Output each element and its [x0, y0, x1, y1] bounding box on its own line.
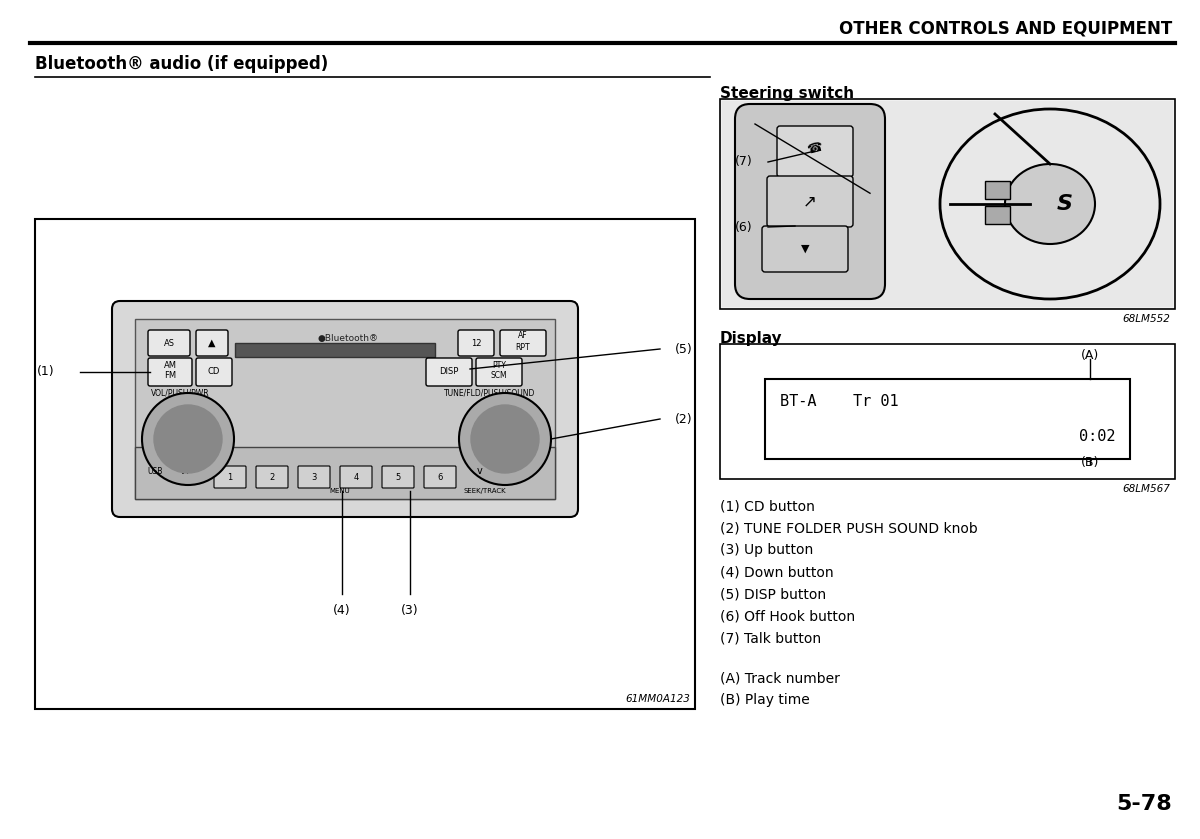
- Text: 4: 4: [353, 472, 359, 482]
- Text: Bluetooth® audio (if equipped): Bluetooth® audio (if equipped): [35, 55, 329, 73]
- Bar: [35, 219, 695, 709]
- FancyBboxPatch shape: [476, 358, 522, 386]
- FancyBboxPatch shape: [196, 358, 232, 386]
- Text: ▲: ▲: [209, 338, 216, 348]
- FancyBboxPatch shape: [426, 358, 472, 386]
- Text: AF: AF: [518, 331, 528, 341]
- FancyBboxPatch shape: [340, 466, 372, 488]
- Bar: [985, 181, 1010, 199]
- Bar: [985, 206, 1010, 224]
- Text: DISP: DISP: [439, 367, 458, 377]
- Text: 68LM552: 68LM552: [1122, 314, 1170, 324]
- Text: PTY: PTY: [492, 362, 506, 371]
- Text: (1) CD button: (1) CD button: [720, 499, 815, 513]
- Text: 5-78: 5-78: [1116, 794, 1172, 814]
- Text: (7): (7): [734, 155, 752, 169]
- Circle shape: [154, 405, 222, 473]
- Text: AS: AS: [163, 338, 174, 347]
- Text: (5) DISP button: (5) DISP button: [720, 587, 826, 601]
- Text: (4) Down button: (4) Down button: [720, 565, 834, 579]
- Bar: [766, 379, 1130, 459]
- Bar: [720, 344, 1175, 479]
- Text: MENU: MENU: [330, 488, 350, 494]
- FancyBboxPatch shape: [458, 330, 494, 356]
- Circle shape: [458, 393, 551, 485]
- Bar: [720, 99, 1175, 309]
- FancyBboxPatch shape: [767, 176, 853, 227]
- FancyBboxPatch shape: [298, 466, 330, 488]
- Text: v: v: [478, 466, 482, 476]
- Text: AM: AM: [163, 362, 176, 371]
- Bar: [235, 343, 436, 357]
- FancyBboxPatch shape: [778, 126, 853, 177]
- Text: (B) Play time: (B) Play time: [720, 693, 810, 707]
- Text: ☎: ☎: [805, 141, 824, 157]
- Text: Display: Display: [720, 331, 782, 346]
- Text: 6: 6: [437, 472, 443, 482]
- FancyBboxPatch shape: [382, 466, 414, 488]
- Text: 1: 1: [227, 472, 233, 482]
- FancyBboxPatch shape: [112, 301, 578, 517]
- Text: (2) TUNE FOLDER PUSH SOUND knob: (2) TUNE FOLDER PUSH SOUND knob: [720, 521, 978, 535]
- Bar: [134, 319, 554, 499]
- Text: (2): (2): [674, 413, 692, 425]
- FancyBboxPatch shape: [500, 330, 546, 356]
- Text: (B): (B): [1081, 456, 1099, 469]
- Text: CD: CD: [208, 367, 220, 377]
- Text: TUNE/FLD/PUSH/SOUND: TUNE/FLD/PUSH/SOUND: [444, 389, 535, 398]
- Text: TA: TA: [180, 466, 190, 476]
- Text: S: S: [1057, 194, 1073, 214]
- FancyBboxPatch shape: [424, 466, 456, 488]
- Circle shape: [142, 393, 234, 485]
- FancyBboxPatch shape: [148, 358, 192, 386]
- FancyBboxPatch shape: [196, 330, 228, 356]
- FancyBboxPatch shape: [256, 466, 288, 488]
- Text: BT-A    Tr 01: BT-A Tr 01: [780, 394, 899, 409]
- Text: 2: 2: [269, 472, 275, 482]
- Text: (A): (A): [1081, 349, 1099, 362]
- Text: (7) Talk button: (7) Talk button: [720, 631, 821, 645]
- Text: FM: FM: [164, 372, 176, 381]
- Text: OTHER CONTROLS AND EQUIPMENT: OTHER CONTROLS AND EQUIPMENT: [839, 20, 1172, 38]
- Text: (6) Off Hook button: (6) Off Hook button: [720, 609, 856, 623]
- Text: 5: 5: [395, 472, 401, 482]
- Text: ˄: ˄: [503, 466, 508, 476]
- Bar: [134, 447, 554, 499]
- Text: ↗: ↗: [803, 192, 817, 210]
- Text: (6): (6): [734, 221, 752, 233]
- Text: (1): (1): [37, 366, 55, 378]
- Text: 3: 3: [311, 472, 317, 482]
- Text: ▼: ▼: [800, 244, 809, 254]
- Text: 68LM567: 68LM567: [1122, 484, 1170, 494]
- Text: ●Bluetooth®: ●Bluetooth®: [318, 333, 378, 342]
- Text: (4): (4): [334, 604, 350, 617]
- Text: VOL/PUSH/PWR: VOL/PUSH/PWR: [151, 389, 209, 398]
- Circle shape: [470, 405, 539, 473]
- Text: RPT: RPT: [516, 342, 530, 352]
- FancyBboxPatch shape: [148, 330, 190, 356]
- Text: SCM: SCM: [491, 372, 508, 381]
- Text: (A) Track number: (A) Track number: [720, 671, 840, 685]
- Text: (5): (5): [674, 342, 692, 356]
- FancyBboxPatch shape: [734, 104, 886, 299]
- Bar: [722, 101, 1174, 307]
- Text: (3) Up button: (3) Up button: [720, 543, 814, 557]
- FancyBboxPatch shape: [762, 226, 848, 272]
- FancyBboxPatch shape: [214, 466, 246, 488]
- Text: 12: 12: [470, 338, 481, 347]
- Text: 0:02: 0:02: [1079, 429, 1115, 444]
- Text: SEEK/TRACK: SEEK/TRACK: [463, 488, 506, 494]
- Text: 61MM0A123: 61MM0A123: [625, 694, 690, 704]
- Text: Steering switch: Steering switch: [720, 86, 854, 101]
- Ellipse shape: [1006, 164, 1096, 244]
- Text: USB: USB: [148, 466, 163, 476]
- Text: (3): (3): [401, 604, 419, 617]
